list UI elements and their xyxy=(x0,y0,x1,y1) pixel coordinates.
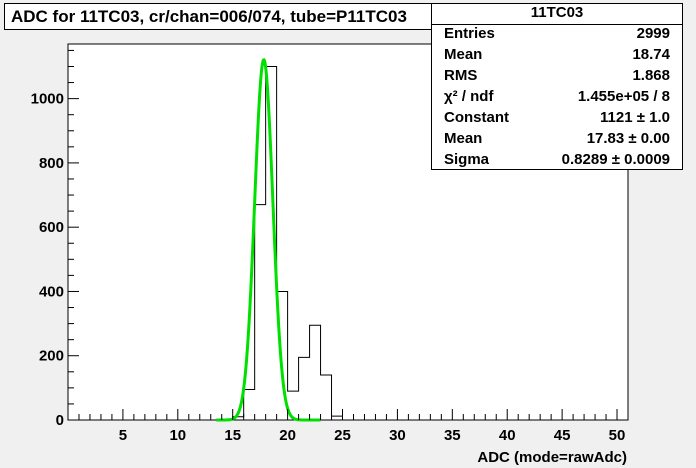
stats-value: 0.8289 ± 0.0009 xyxy=(561,151,670,168)
y-tick-label: 600 xyxy=(39,219,64,236)
stats-value: 1121 ± 1.0 xyxy=(600,109,670,126)
stats-label: Constant xyxy=(444,109,509,126)
x-tick-label: 35 xyxy=(444,427,461,444)
x-tick-label: 45 xyxy=(554,427,571,444)
x-tick-label: 10 xyxy=(169,427,186,444)
x-tick-label: 40 xyxy=(499,427,516,444)
stats-row-constant: Constant 1121 ± 1.0 xyxy=(432,108,682,129)
y-tick-label: 1000 xyxy=(31,91,64,108)
y-tick-label: 800 xyxy=(39,155,64,172)
x-tick-label: 25 xyxy=(334,427,351,444)
stats-label: Sigma xyxy=(444,151,490,168)
stats-value: 18.74 xyxy=(632,46,670,63)
stats-title: 11TC03 xyxy=(432,4,682,25)
fit-layer xyxy=(216,58,321,422)
stats-row-rms: RMS 1.868 xyxy=(432,66,682,87)
stats-value: 1.455e+05 / 8 xyxy=(577,88,670,105)
y-tick-label: 400 xyxy=(39,283,64,300)
x-axis-label: ADC (mode=rawAdc) xyxy=(477,449,627,466)
stats-row-sigma: Sigma 0.8289 ± 0.0009 xyxy=(432,150,682,171)
y-axis: 0 200 400 600 800 1000 xyxy=(31,49,79,429)
stats-row-fit-mean: Mean 17.83 ± 0.00 xyxy=(432,129,682,150)
stats-row-mean: Mean 18.74 xyxy=(432,45,682,66)
stats-row-entries: Entries 2999 xyxy=(432,24,682,45)
stats-box: 11TC03 Entries 2999 Mean 18.74 RMS 1.868… xyxy=(431,3,683,170)
fit-curve xyxy=(216,58,321,422)
x-tick-label: 20 xyxy=(279,427,296,444)
x-axis: 5 10 15 20 25 30 35 40 45 50 xyxy=(78,409,629,444)
y-tick-label: 200 xyxy=(39,348,64,365)
x-tick-label: 30 xyxy=(389,427,406,444)
title-box: ADC for 11TC03, cr/chan=006/074, tube=P1… xyxy=(4,3,499,30)
stats-label: Mean xyxy=(444,130,483,147)
stats-label: RMS xyxy=(444,67,478,84)
x-tick-label: 50 xyxy=(609,427,626,444)
x-tick-label: 15 xyxy=(224,427,241,444)
histogram-layer xyxy=(232,65,344,420)
x-tick-label: 5 xyxy=(119,427,127,444)
stats-value: 2999 xyxy=(636,25,670,42)
y-tick-label: 0 xyxy=(56,412,64,429)
stats-value: 17.83 ± 0.00 xyxy=(586,130,670,147)
stats-label: χ² / ndf xyxy=(444,88,494,105)
chart-title: ADC for 11TC03, cr/chan=006/074, tube=P1… xyxy=(11,7,407,26)
stats-row-chi2: χ² / ndf 1.455e+05 / 8 xyxy=(432,87,682,108)
stats-value: 1.868 xyxy=(632,67,670,84)
stats-label: Mean xyxy=(444,46,483,63)
histogram-outline xyxy=(232,65,344,420)
stats-label: Entries xyxy=(444,25,495,42)
